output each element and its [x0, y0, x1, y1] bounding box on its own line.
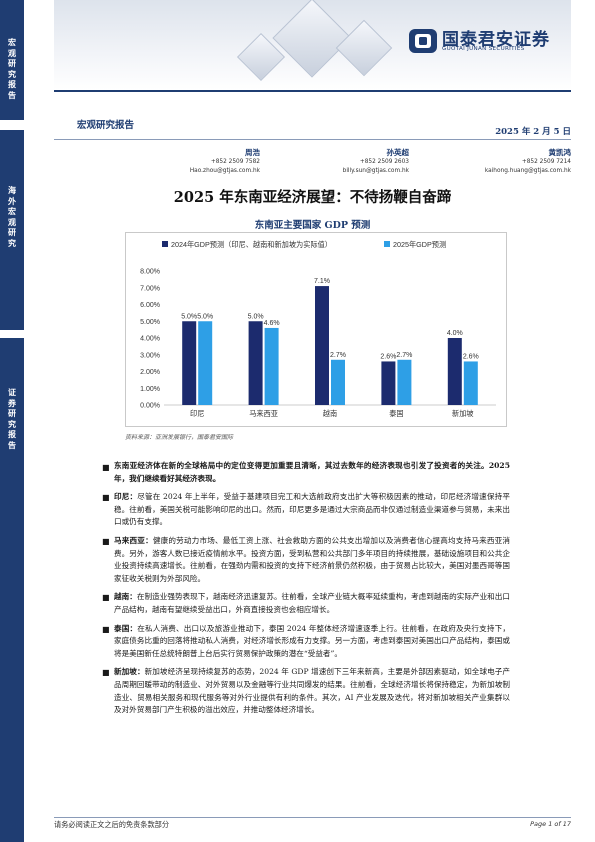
x-tick-label: 越南	[323, 409, 337, 418]
y-tick-label: 3.00%	[140, 352, 160, 359]
legend-label: 2024年GDP预测（印尼、越南和新加坡为实际值）	[171, 240, 332, 249]
logo-text-en: GUOTAI JUNAN SECURITIES	[442, 46, 525, 52]
bullet-text: 在制造业强势表现下，越南经济迅速复苏。往前看，全球产业链大概率延续重构，考虑到越…	[114, 592, 511, 614]
bar	[381, 361, 396, 405]
sidebar-label-securities-report: 证券研究报告	[0, 338, 24, 842]
bar	[463, 361, 478, 405]
bar	[397, 359, 412, 405]
list-item: ■ 东南亚经济体在新的全球格局中的定位变得更加重要且清晰，其过去数年的经济表现也…	[102, 460, 510, 485]
bullet-text: 健康的劳动力市场、最低工资上涨、社会救助方面的公共支出增加以及消费者信心提高均支…	[114, 535, 510, 583]
data-label: 5.0%	[197, 313, 213, 320]
chart-canvas: 2024年GDP预测（印尼、越南和新加坡为实际值） 2025年GDP预测 0.00%…	[140, 240, 496, 418]
data-label: 4.6%	[264, 320, 280, 327]
bullet-lead: 马来西亚：	[114, 535, 153, 545]
company-logo: 国泰君安证券 GUOTAI JUNAN SECURITIES	[408, 25, 576, 57]
sidebar-label-macro-report: 宏观研究报告	[0, 0, 24, 120]
legend-label: 2025年GDP预测	[393, 240, 446, 249]
analyst-name: 黄凯鸿	[548, 148, 572, 157]
bullet-icon: ■	[102, 462, 110, 472]
analyst-phone: +852 2509 7214	[521, 158, 571, 165]
analyst-card: 黄凯鸿 +852 2509 7214 kaihong.huang@gtjas.c…	[485, 148, 571, 177]
left-sidebar: 宏观研究报告 海外宏观研究 证券研究报告	[0, 0, 24, 842]
divider	[54, 139, 571, 140]
list-item: ■ 新加坡：新加坡经济呈现持续复苏的态势，2024 年 GDP 增速创下三年来新…	[102, 666, 511, 716]
bullet-icon: ■	[102, 624, 110, 634]
bar	[331, 359, 345, 405]
logo-text-cn: 国泰君安证券	[442, 30, 550, 50]
list-item: ■ 印尼：尽管在 2024 年上半年，受益于基建项目完工和大选前政府支出扩大等积…	[102, 491, 510, 529]
x-tick-label: 印尼	[190, 409, 204, 418]
header-banner	[54, 0, 571, 90]
diamond-decoration	[272, 0, 352, 78]
data-label: 2.6%	[463, 353, 479, 360]
bar	[182, 321, 197, 405]
footer-disclaimer: 请务必阅读正文之后的免责条款部分	[54, 820, 170, 829]
banner-rule	[54, 90, 571, 92]
bullet-icon: ■	[102, 668, 110, 678]
y-tick-label: 7.00%	[140, 285, 160, 292]
y-tick-label: 6.00%	[140, 302, 160, 309]
y-tick-label: 0.00%	[140, 403, 160, 410]
y-tick-label: 5.00%	[140, 319, 160, 326]
report-type: 宏观研究报告	[77, 120, 135, 131]
sidebar-label-overseas-macro: 海外宏观研究	[0, 130, 24, 330]
analyst-phone: +852 2509 2603	[359, 158, 409, 165]
data-label: 4.0%	[447, 330, 463, 337]
bullet-text: 新加坡经济呈现持续复苏的态势，2024 年 GDP 增速创下三年来新高，主要是外…	[114, 667, 511, 715]
bullet-lead: 印尼：	[114, 492, 138, 502]
analyst-email[interactable]: kaihong.huang@gtjas.com.hk	[484, 168, 571, 175]
bar	[198, 321, 213, 405]
page-number: Page 1 of 17	[530, 820, 571, 828]
bar	[447, 338, 462, 405]
x-tick-label: 马来西亚	[249, 409, 278, 418]
analyst-phone: +852 2509 7582	[210, 158, 260, 165]
data-label: 5.0%	[248, 313, 264, 320]
bullet-lead: 新加坡：	[114, 667, 145, 677]
bullet-text: 尽管在 2024 年上半年，受益于基建项目完工和大选前政府支出扩大等积极因素的推…	[114, 492, 510, 527]
y-tick-label: 8.00%	[140, 269, 160, 276]
analyst-card: 周浩 +852 2509 7582 Hao.zhou@gtjas.com.hk	[190, 148, 260, 177]
bullet-text: 东南亚经济体在新的全球格局中的定位变得更加重要且清晰，其过去数年的经济表现也引发…	[114, 461, 510, 483]
diamond-decoration	[335, 19, 393, 77]
report-date: 2025 年 2 月 5 日	[495, 127, 571, 137]
bar	[315, 286, 329, 405]
analyst-name: 周浩	[245, 148, 260, 157]
key-points-list: ■ 东南亚经济体在新的全球格局中的定位变得更加重要且清晰，其过去数年的经济表现也…	[102, 460, 511, 723]
analyst-email[interactable]: billy.sun@gtjas.com.hk	[342, 168, 409, 175]
analyst-name: 孙英超	[386, 148, 410, 157]
report-title: 2025 年东南亚经济展望：不待扬鞭自奋蹄	[173, 189, 452, 206]
bullet-icon: ■	[102, 493, 110, 503]
x-tick-label: 泰国	[389, 409, 403, 418]
logo-mark-icon	[409, 29, 437, 53]
bullet-lead: 泰国：	[114, 623, 138, 633]
data-label: 5.0%	[181, 313, 197, 320]
x-tick-label: 新加坡	[452, 409, 474, 418]
gdp-forecast-chart: 2024年GDP预测（印尼、越南和新加坡为实际值） 2025年GDP预测 0.00%…	[125, 232, 507, 427]
y-tick-label: 4.00%	[140, 336, 160, 343]
legend-swatch	[384, 241, 390, 247]
chart-title: 东南亚主要国家 GDP 预测	[254, 220, 371, 231]
bar	[264, 327, 279, 405]
bullet-icon: ■	[102, 536, 110, 546]
bar	[248, 321, 263, 405]
chart-source: 资料来源：亚洲发展银行，国泰君安国际	[125, 434, 234, 441]
footer-divider	[54, 817, 571, 818]
data-label: 2.6%	[380, 353, 396, 360]
list-item: ■ 马来西亚：健康的劳动力市场、最低工资上涨、社会救助方面的公共支出增加以及消费…	[102, 535, 510, 585]
bullet-text: 在私人消费、出口以及旅游业推动下，泰国 2024 年整体经济增速逐季上行。往前看…	[114, 623, 510, 658]
analyst-email[interactable]: Hao.zhou@gtjas.com.hk	[189, 168, 260, 175]
data-label: 7.1%	[314, 278, 330, 285]
y-tick-label: 1.00%	[140, 386, 160, 393]
list-item: ■ 泰国：在私人消费、出口以及旅游业推动下，泰国 2024 年整体经济增速逐季上…	[102, 623, 510, 661]
data-label: 2.7%	[396, 352, 412, 359]
data-label: 2.7%	[330, 352, 346, 359]
bullet-icon: ■	[102, 593, 110, 603]
y-tick-label: 2.00%	[140, 369, 160, 376]
analyst-card: 孙英超 +852 2509 2603 billy.sun@gtjas.com.h…	[343, 148, 409, 177]
bullet-lead: 越南：	[114, 592, 137, 602]
legend-swatch	[162, 241, 168, 247]
list-item: ■ 越南：在制造业强势表现下，越南经济迅速复苏。往前看，全球产业链大概率延续重构…	[102, 591, 511, 616]
